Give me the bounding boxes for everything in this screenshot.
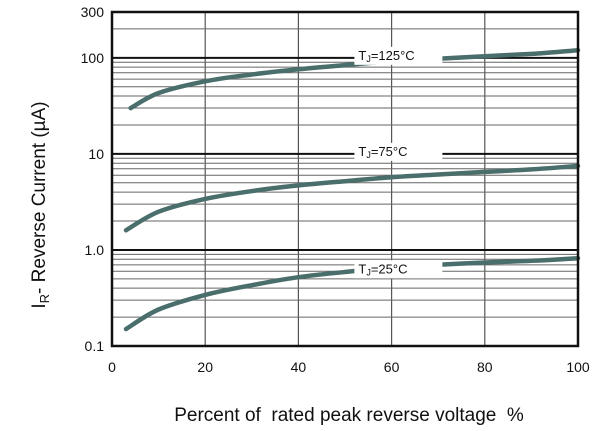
x-tick-label: 0 xyxy=(108,359,116,375)
series-line xyxy=(123,255,581,332)
y-tick-label: 0.1 xyxy=(85,338,105,354)
series-label-bg xyxy=(354,46,443,65)
x-tick-labels: 0 20 40 60 80 100 xyxy=(108,359,590,375)
x-axis-label: Percent of rated peak reverse voltage % xyxy=(174,405,524,426)
plot-frame xyxy=(110,10,580,348)
series-label: TJ=25°C xyxy=(354,260,443,279)
series-label: TJ=125°C xyxy=(354,46,443,65)
y-tick-labels: 0.1 1.0 10 100 300 xyxy=(81,4,105,354)
series-label-bg xyxy=(354,260,443,279)
y-tick-label: 1.0 xyxy=(85,242,105,258)
x-tick-label: 100 xyxy=(566,359,590,375)
series-line xyxy=(128,47,581,111)
y-tick-label: 10 xyxy=(88,146,104,162)
y-tick-label: 100 xyxy=(81,50,105,66)
series-label-text: TJ=75°C xyxy=(358,144,407,160)
x-tick-label: 40 xyxy=(291,359,307,375)
curve-labels: TJ=125°C TJ=75°C TJ=25°C xyxy=(354,46,443,279)
curves xyxy=(123,47,581,332)
series-label-bg xyxy=(354,142,443,161)
series-label-text: TJ=25°C xyxy=(358,261,407,277)
y-axis-label: IR- Reverse Current (µA) xyxy=(29,101,52,308)
y-tick-label: 300 xyxy=(81,4,105,20)
x-tick-label: 20 xyxy=(197,359,213,375)
series-line xyxy=(123,163,581,233)
x-tick-label: 80 xyxy=(477,359,493,375)
series-label: TJ=75°C xyxy=(354,142,443,161)
series-label-text: TJ=125°C xyxy=(358,48,414,64)
x-tick-label: 60 xyxy=(384,359,400,375)
